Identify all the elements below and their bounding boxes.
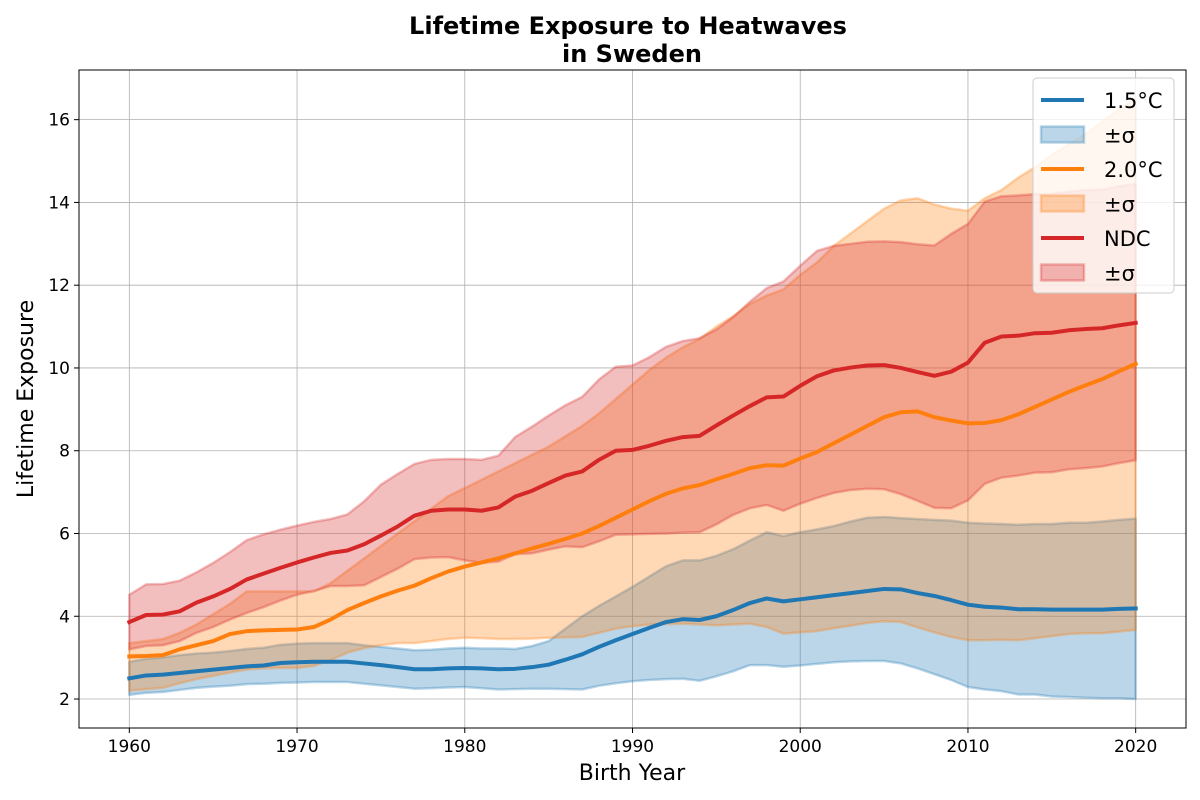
y-tick-label: 14 [48,193,70,213]
legend-label-band-1-5-c: ±σ [1104,124,1135,148]
line-2-0-c [127,361,1139,659]
legend-swatch-band-2-0-c [1039,194,1086,213]
axis-ticks: 1960 1970 1980 1990 2000 2010 2020 2 4 6 8 10 12 14 16 [48,111,1157,757]
legend: 1.5°C ±σ 2.0°C ±σ NDC ±σ [1032,77,1175,294]
y-tick-label: 6 [59,524,70,544]
legend-swatch-band-ndc [1039,263,1086,282]
legend-label-band-2-0-c: ±σ [1104,193,1135,217]
bands [128,97,1137,701]
x-tick-label: 1960 [108,737,151,757]
y-tick-label: 8 [59,442,70,462]
legend-label-ndc: NDC [1104,227,1151,251]
chart-title: Lifetime Exposure to Heatwaves [409,12,847,40]
legend-label-1-5-c: 1.5°C [1104,89,1163,113]
x-tick-label: 2020 [1114,737,1157,757]
y-tick-label: 4 [59,607,70,627]
chart-subtitle: in Sweden [562,40,702,68]
y-tick-label: 16 [48,111,70,131]
x-tick-label: 1970 [275,737,318,757]
x-tick-label: 1980 [443,737,486,757]
x-tick-label: 1990 [611,737,654,757]
y-axis-label: Lifetime Exposure [14,300,39,498]
legend-label-band-ndc: ±σ [1104,262,1135,286]
y-tick-label: 10 [48,359,70,379]
x-tick-label: 2000 [779,737,822,757]
x-tick-label: 2010 [946,737,989,757]
band-1-5-c [128,515,1137,701]
y-tick-label: 12 [48,276,70,296]
series-lines [126,320,1139,681]
band-ndc [128,182,1137,651]
line-ndc [126,320,1138,625]
line-1-5-c [127,586,1138,681]
band-2-0-c [128,97,1137,692]
legend-swatch-band-1-5-c [1039,125,1086,144]
legend-label-2-0-c: 2.0°C [1104,158,1163,182]
y-tick-label: 2 [59,690,70,710]
x-axis-label: Birth Year [579,761,686,786]
